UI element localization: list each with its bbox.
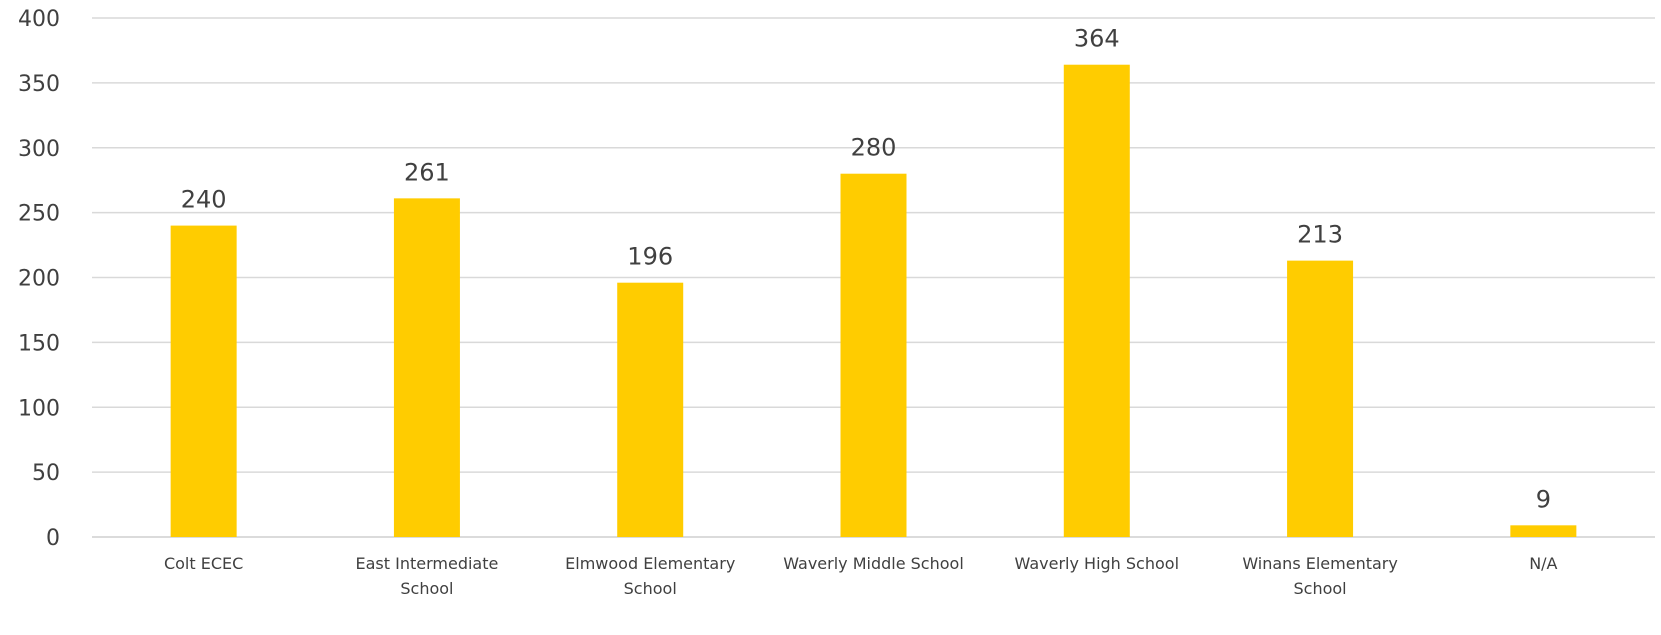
x-tick-label: N/A bbox=[1529, 554, 1557, 573]
bar bbox=[1064, 65, 1130, 537]
x-tick-label: Elmwood Elementary School bbox=[565, 554, 735, 598]
y-axis-tick-labels: 0 50 100 150 200 250 300 350 400 bbox=[18, 7, 60, 551]
y-tick-label: 0 bbox=[46, 526, 60, 551]
data-label: 364 bbox=[1074, 25, 1120, 53]
data-label: 261 bbox=[404, 158, 450, 186]
data-label: 213 bbox=[1297, 221, 1343, 249]
y-tick-label: 250 bbox=[18, 202, 60, 227]
data-label: 9 bbox=[1536, 485, 1551, 513]
y-tick-label: 200 bbox=[18, 267, 60, 292]
data-label: 280 bbox=[851, 134, 897, 162]
x-tick-label: Waverly Middle School bbox=[783, 554, 964, 573]
bar bbox=[394, 198, 460, 537]
x-tick-label: Waverly High School bbox=[1015, 554, 1179, 573]
x-tick-label: Colt ECEC bbox=[164, 554, 243, 573]
y-tick-label: 150 bbox=[18, 331, 60, 356]
y-tick-label: 50 bbox=[32, 461, 60, 486]
x-axis-tick-labels: Colt ECEC East Intermediate School Elmwood … bbox=[164, 554, 1558, 598]
bar bbox=[1510, 525, 1576, 537]
bar bbox=[1287, 261, 1353, 537]
bar bbox=[617, 283, 683, 537]
y-tick-label: 400 bbox=[18, 7, 60, 32]
x-tick-label: Winans Elementary School bbox=[1242, 554, 1398, 598]
data-label: 196 bbox=[627, 243, 673, 271]
x-tick-label: East Intermediate School bbox=[356, 554, 499, 598]
y-tick-label: 100 bbox=[18, 396, 60, 421]
bar bbox=[171, 226, 237, 537]
data-label: 240 bbox=[181, 186, 227, 214]
bar bbox=[841, 174, 907, 537]
y-tick-label: 350 bbox=[18, 72, 60, 97]
y-tick-label: 300 bbox=[18, 137, 60, 162]
